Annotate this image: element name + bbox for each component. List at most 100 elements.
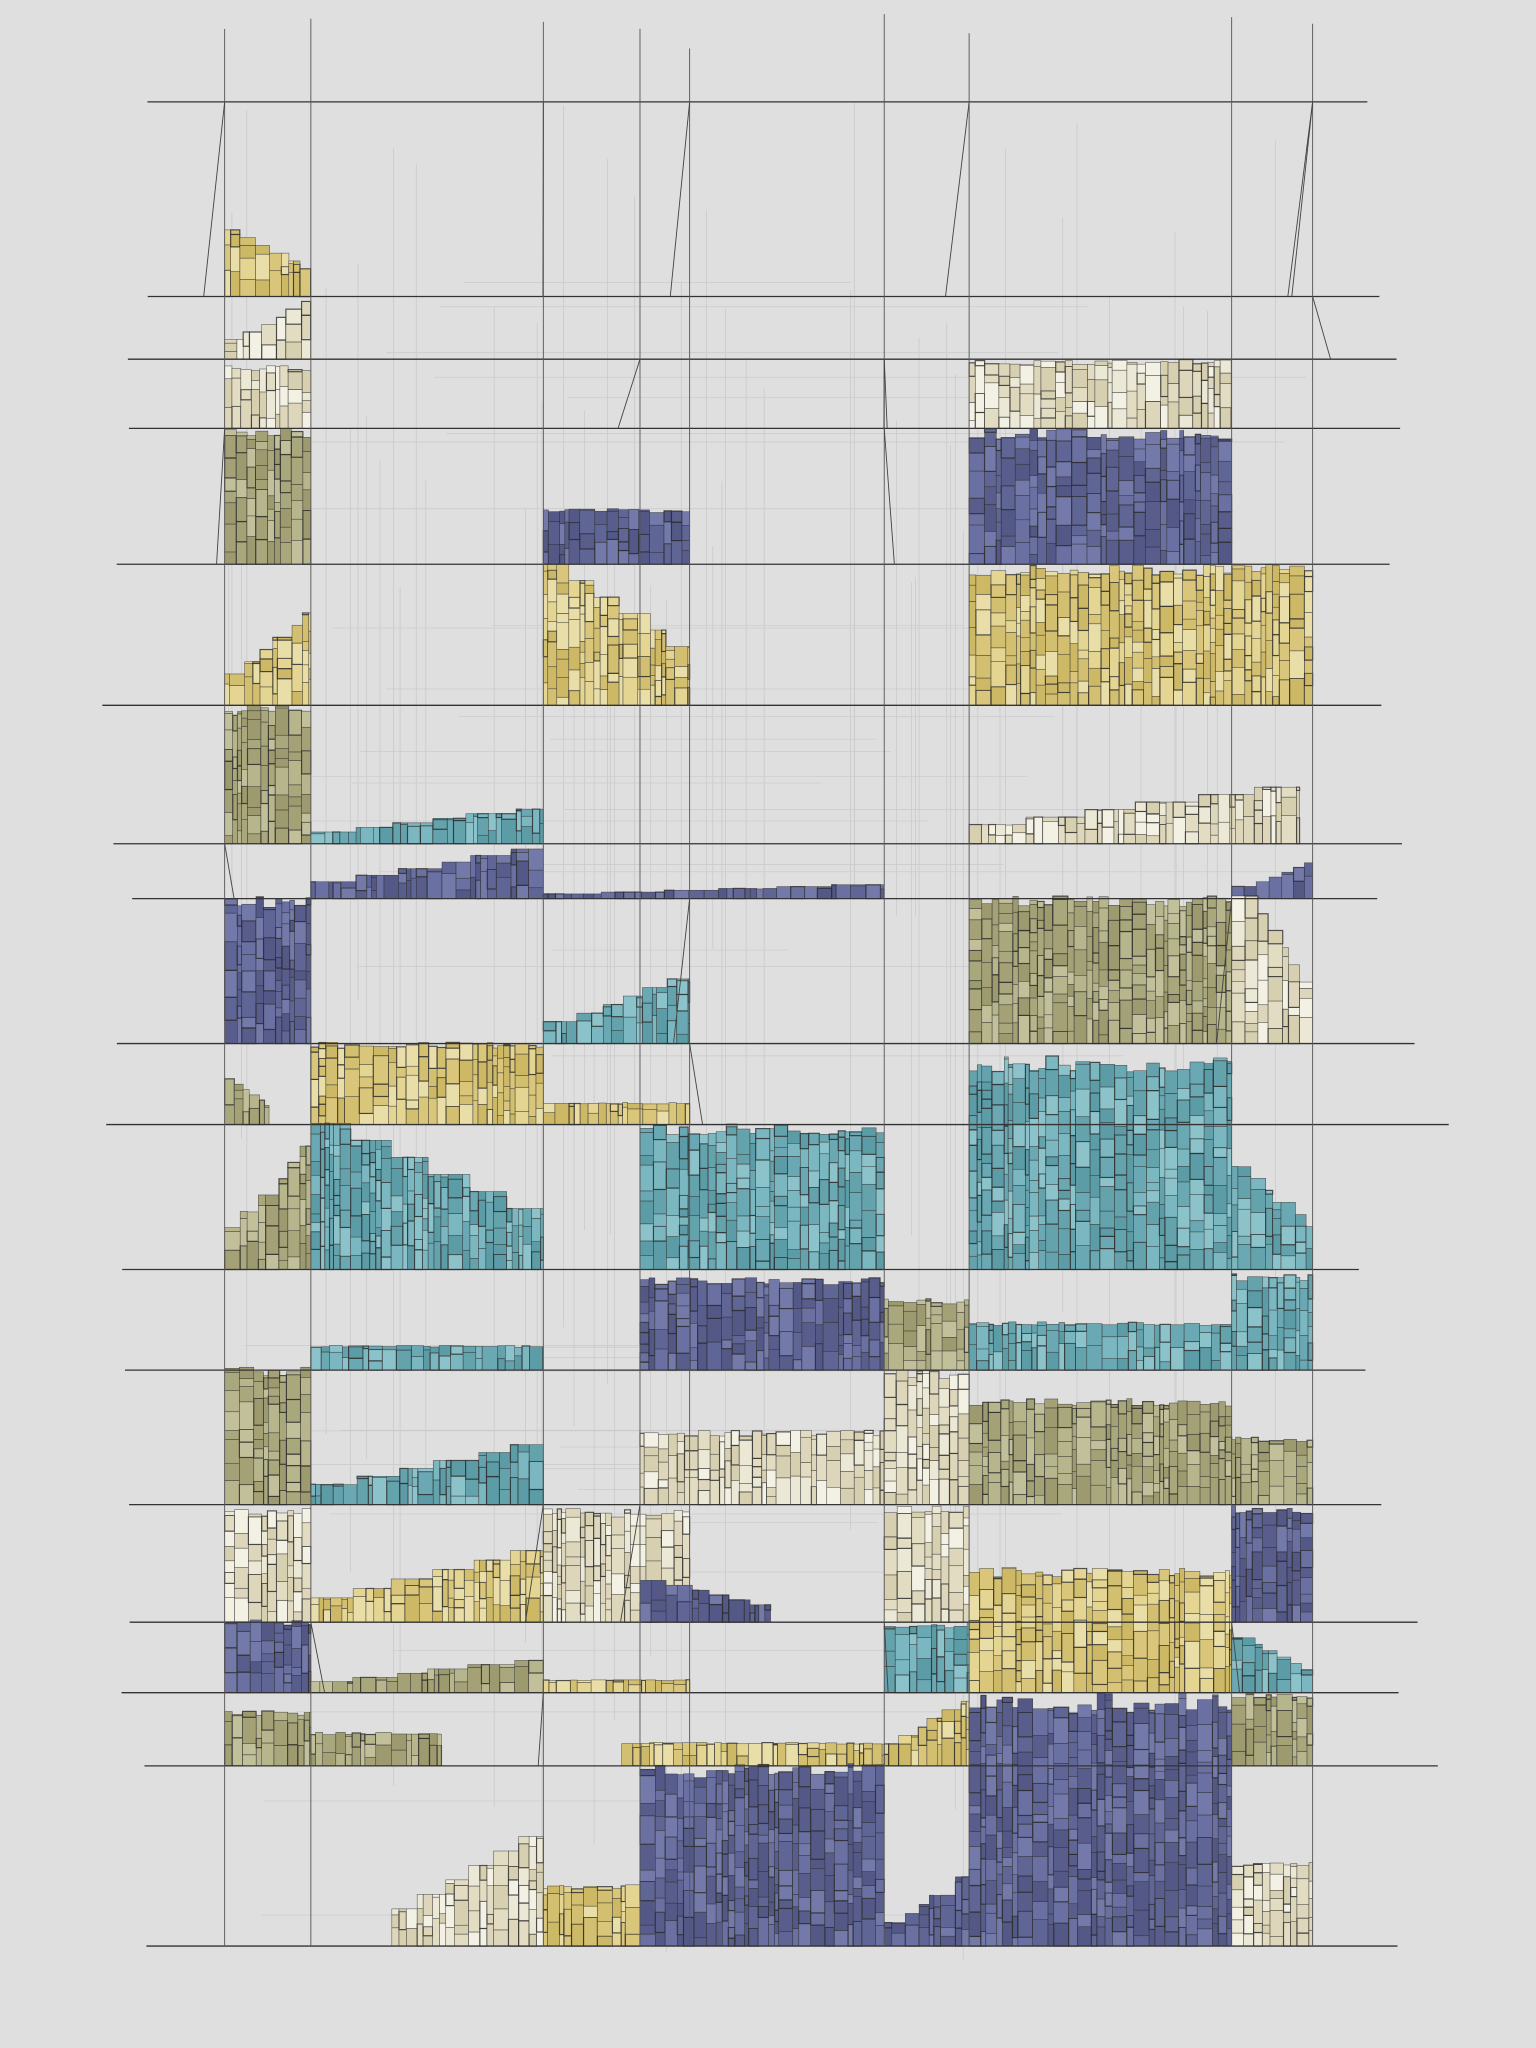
tile	[1114, 1189, 1128, 1218]
tile	[622, 676, 639, 706]
tile	[1272, 1253, 1282, 1270]
tile	[556, 1508, 563, 1520]
tile	[528, 848, 544, 871]
tile	[941, 1720, 956, 1739]
tile	[860, 1351, 870, 1371]
tile	[911, 1511, 926, 1518]
tile	[715, 1231, 728, 1244]
tile	[388, 1046, 397, 1049]
tile	[720, 1743, 728, 1752]
tile	[1121, 1613, 1134, 1640]
tile	[255, 938, 265, 960]
tile	[1100, 475, 1107, 503]
tile	[833, 1804, 849, 1821]
tile	[301, 1625, 309, 1646]
tile	[678, 1208, 689, 1218]
tile	[1203, 1126, 1214, 1140]
tile	[397, 1672, 411, 1693]
tile	[828, 1249, 839, 1271]
tile	[1046, 429, 1057, 441]
tile	[234, 1509, 249, 1534]
tile	[1154, 947, 1165, 972]
tile	[1211, 1324, 1221, 1334]
tile	[518, 1843, 530, 1869]
tile	[1092, 1644, 1108, 1661]
tile	[1213, 1252, 1228, 1270]
tile	[1121, 1587, 1134, 1599]
tile	[883, 1927, 893, 1947]
tile	[1203, 1092, 1214, 1112]
tile	[290, 436, 304, 458]
tile	[1136, 383, 1146, 410]
block	[224, 428, 312, 565]
tile	[506, 1221, 513, 1233]
tile	[293, 1577, 303, 1593]
tile	[707, 1189, 717, 1205]
tile	[611, 1916, 622, 1934]
tile	[763, 1322, 770, 1334]
tile	[248, 1513, 263, 1518]
tile	[940, 1927, 956, 1937]
tile	[1217, 494, 1233, 513]
tile	[1134, 801, 1148, 813]
tile	[288, 829, 303, 845]
tile	[274, 956, 283, 969]
tile	[1007, 1063, 1014, 1068]
tile	[968, 552, 986, 565]
tile	[981, 1065, 993, 1083]
tile	[406, 1733, 412, 1741]
tile	[1086, 998, 1093, 1020]
tile	[239, 1218, 248, 1247]
tile	[1213, 360, 1221, 368]
tile	[486, 1059, 494, 1083]
tile	[757, 1905, 770, 1919]
tile	[1280, 1202, 1296, 1227]
tile	[833, 1889, 849, 1902]
tile	[727, 1809, 736, 1822]
tile	[1159, 1108, 1166, 1131]
tile	[469, 1235, 479, 1259]
tile	[1076, 1475, 1092, 1505]
tile	[872, 1743, 883, 1767]
tile	[1118, 578, 1125, 601]
tile	[1131, 984, 1147, 1000]
tile	[1232, 568, 1246, 582]
tile	[768, 1842, 775, 1867]
tile	[606, 508, 619, 512]
tile	[224, 1583, 235, 1598]
tile	[1069, 574, 1079, 599]
tile	[861, 1210, 877, 1238]
tile	[1191, 928, 1204, 943]
tile	[984, 531, 997, 547]
tile	[1224, 1476, 1232, 1505]
tile	[1179, 1022, 1187, 1045]
tile	[1096, 809, 1103, 824]
tile	[333, 1255, 341, 1270]
tile	[879, 1489, 885, 1506]
tile	[662, 1742, 675, 1745]
tile	[1009, 386, 1021, 412]
tile	[991, 1130, 1005, 1146]
tile	[968, 437, 986, 454]
tile	[653, 1240, 667, 1270]
tile	[911, 1735, 919, 1738]
tile	[607, 644, 620, 674]
tile	[1124, 613, 1133, 628]
tile	[445, 1927, 455, 1947]
tile	[1262, 1608, 1278, 1623]
tile	[766, 1496, 777, 1505]
tile	[872, 1466, 881, 1489]
tile	[1189, 1115, 1205, 1139]
tile	[1044, 1407, 1059, 1428]
tile	[509, 1072, 516, 1090]
tile	[261, 1729, 275, 1744]
tile	[547, 1921, 560, 1947]
tile	[738, 1439, 753, 1466]
tile	[289, 919, 296, 932]
tile	[279, 1439, 288, 1465]
tile	[1154, 1346, 1161, 1371]
tile	[1007, 1093, 1014, 1121]
tile	[852, 1806, 863, 1829]
tile	[1101, 1324, 1118, 1338]
tile	[1055, 476, 1072, 486]
